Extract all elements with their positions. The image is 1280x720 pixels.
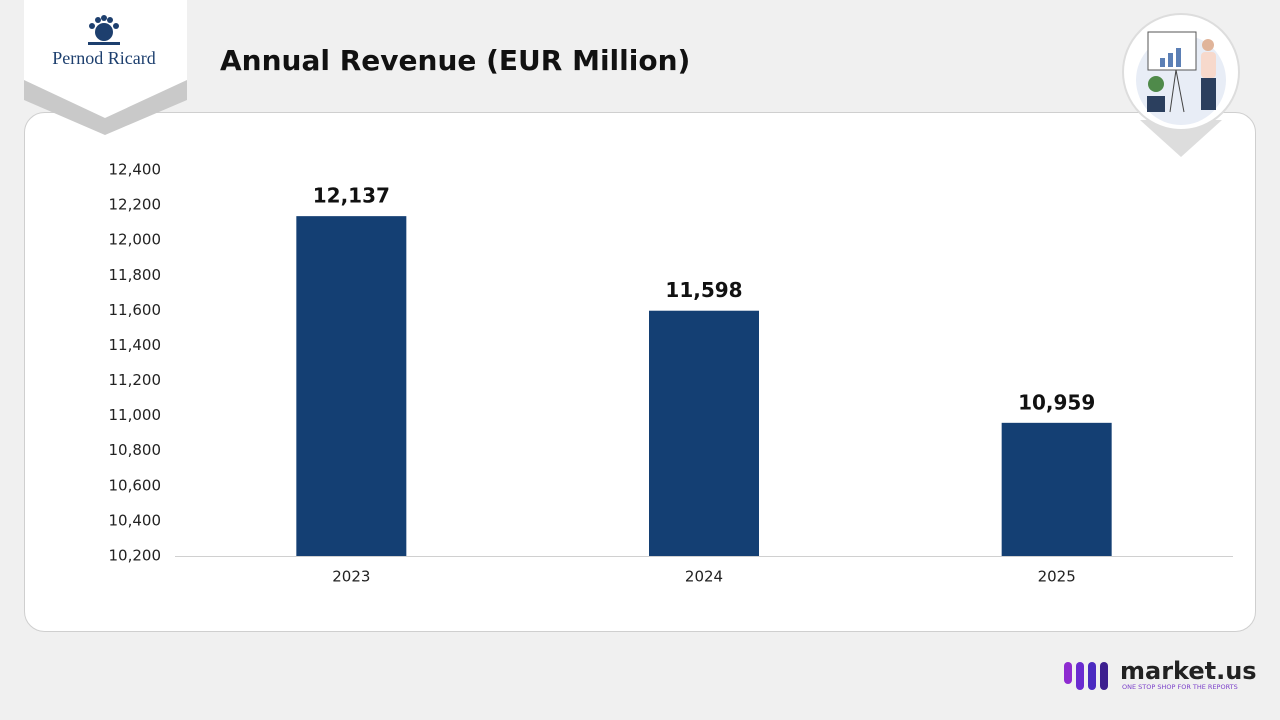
y-tick-label: 12,000	[109, 231, 162, 249]
chart-title: Annual Revenue (EUR Million)	[220, 44, 690, 77]
y-tick-label: 12,400	[109, 161, 162, 179]
x-tick-label: 2023	[332, 568, 370, 586]
footer-name: market.us	[1120, 657, 1257, 685]
footer-tagline: ONE STOP SHOP FOR THE REPORTS	[1122, 683, 1238, 691]
y-tick-label: 11,400	[109, 336, 162, 354]
y-tick-label: 11,200	[109, 371, 162, 389]
value-label: 11,598	[665, 278, 742, 302]
pin-tip	[1140, 120, 1222, 157]
y-tick-label: 10,400	[109, 511, 162, 529]
bar	[1001, 422, 1112, 556]
footer-logo: market.us ONE STOP SHOP FOR THE REPORTS	[1064, 657, 1257, 691]
illustration	[1122, 13, 1240, 157]
pot	[1147, 96, 1165, 112]
x-tick-label: 2024	[685, 568, 723, 586]
logo-text: Pernod Ricard	[52, 48, 155, 68]
y-tick-label: 10,600	[109, 476, 162, 494]
y-tick-label: 10,200	[109, 547, 162, 565]
y-tick-label: 12,200	[109, 196, 162, 214]
bar	[296, 216, 407, 557]
logo-badge: Pernod Ricard	[24, 0, 187, 135]
badge	[24, 0, 187, 118]
y-tick-label: 10,800	[109, 441, 162, 459]
bar	[649, 310, 759, 556]
value-label: 10,959	[1018, 390, 1095, 414]
y-tick-label: 11,800	[109, 266, 162, 284]
x-tick-label: 2025	[1038, 568, 1076, 586]
value-label: 12,137	[313, 184, 390, 208]
y-tick-label: 11,000	[109, 406, 162, 424]
y-tick-label: 11,600	[109, 301, 162, 319]
logo-mark	[88, 15, 120, 45]
